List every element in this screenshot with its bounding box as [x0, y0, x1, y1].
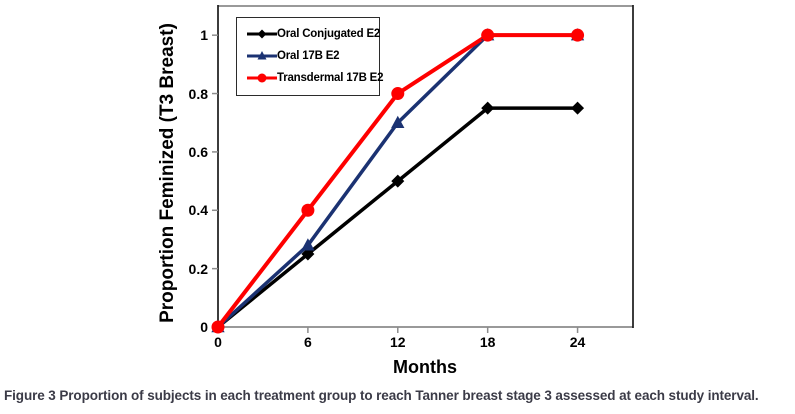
data-point-circle	[571, 28, 585, 42]
legend-label: Oral Conjugated E2	[277, 28, 381, 40]
legend-item: Transdermal 17B E2	[247, 67, 384, 89]
x-tick-label: 24	[569, 334, 586, 350]
data-point-triangle	[391, 115, 405, 128]
data-point-diamond	[571, 101, 585, 115]
y-axis-title: Proportion Feminized (T3 Breast)	[157, 23, 178, 323]
legend-item: Oral Conjugated E2	[247, 23, 380, 45]
x-tick-label: 18	[479, 334, 496, 350]
x-tick-label: 0	[214, 334, 222, 350]
x-tick-label: 12	[389, 334, 406, 350]
legend-marker-diamond-icon	[247, 29, 277, 39]
figure-caption: Figure 3 Proportion of subjects in each …	[4, 388, 792, 403]
legend-item: Oral 17B E2	[247, 45, 373, 67]
data-point-diamond	[301, 247, 315, 261]
y-tick-label: 1	[200, 27, 208, 44]
data-point-diamond	[481, 101, 495, 115]
legend-marker-circle-icon	[247, 73, 277, 83]
y-tick-label: 0.4	[188, 202, 208, 219]
caption-text: Proportion of subjects in each treatment…	[59, 388, 759, 403]
x-tick-label: 6	[303, 334, 312, 350]
series-line	[216, 106, 580, 329]
data-point-triangle	[301, 238, 315, 251]
legend: Oral Conjugated E2 Oral 17B E2 Transdermal…	[236, 17, 384, 96]
caption-label: Figure 3	[4, 388, 56, 403]
data-point-circle	[481, 28, 495, 42]
legend-label: Transdermal 17B E2	[277, 72, 384, 84]
y-tick-label: 0.6	[188, 143, 208, 160]
data-point-circle	[301, 203, 315, 217]
data-point-diamond	[391, 174, 405, 188]
legend-marker-triangle-icon	[247, 51, 277, 60]
plot-area	[211, 5, 634, 334]
x-axis-title: Months	[393, 357, 457, 377]
legend-label: Oral 17B E2	[277, 50, 340, 62]
y-tick-label: 0.2	[188, 260, 208, 277]
data-point-circle	[211, 320, 225, 334]
y-tick-label: 0.8	[188, 85, 208, 102]
data-point-circle	[391, 87, 405, 101]
y-tick-label: 0	[200, 319, 208, 335]
